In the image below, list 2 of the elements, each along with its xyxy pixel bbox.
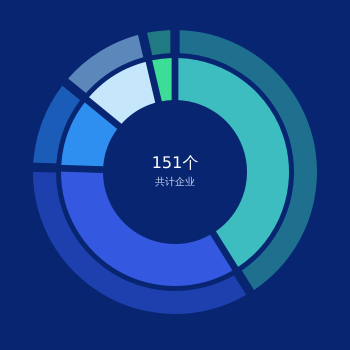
text: 共计企业: [155, 176, 195, 188]
text: 151个: [152, 153, 198, 172]
